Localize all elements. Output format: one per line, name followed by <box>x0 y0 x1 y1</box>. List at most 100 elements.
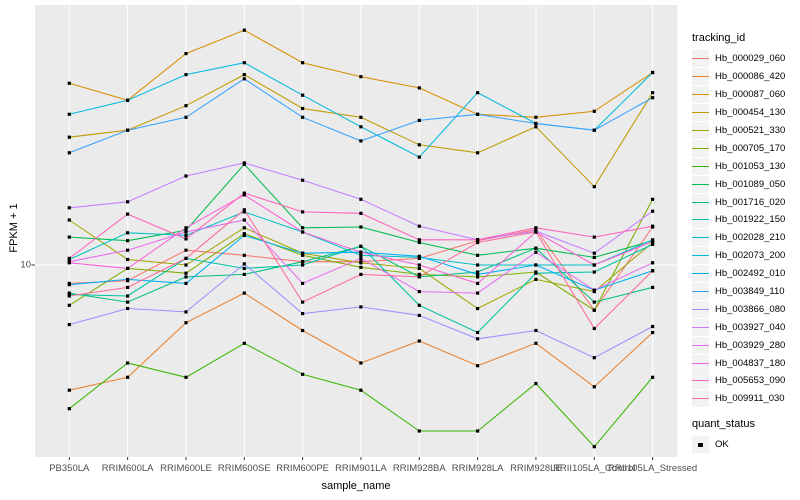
data-point-marker <box>359 75 363 79</box>
data-point-marker <box>184 233 188 237</box>
data-point-marker <box>242 73 246 77</box>
data-point-marker <box>476 306 480 311</box>
data-point-marker <box>301 106 305 111</box>
data-point-marker <box>592 300 596 304</box>
data-point-marker <box>67 388 71 392</box>
data-point-marker <box>476 263 480 267</box>
legend2-item-list: OK <box>692 436 798 454</box>
data-point-marker <box>476 91 480 95</box>
data-point-marker <box>359 253 363 257</box>
x-tick-label: RRIM600PE <box>276 463 329 474</box>
legend-item: Hb_000705_170 <box>692 139 798 157</box>
data-point-marker <box>242 272 246 276</box>
data-point-marker <box>651 240 655 244</box>
legend-item-label: Hb_002492_010 <box>715 268 786 280</box>
data-point-marker <box>67 303 71 307</box>
data-point-marker <box>359 125 363 129</box>
data-point-marker <box>417 303 421 307</box>
data-point-marker <box>592 445 596 449</box>
legend-item-label: Hb_002073_200 <box>715 250 786 262</box>
legend-key-line <box>692 211 709 229</box>
data-point-marker <box>534 115 538 119</box>
data-point-marker <box>126 128 130 132</box>
legend-item: Hb_003849_110 <box>692 283 798 301</box>
legend-item: Hb_001053_130 <box>692 157 798 175</box>
x-tick-label: RRIM928LE <box>510 463 562 474</box>
data-point-marker <box>592 109 596 113</box>
data-point-marker <box>242 262 246 266</box>
data-point-marker <box>126 306 130 311</box>
data-point-marker <box>242 191 246 195</box>
data-point-marker <box>184 248 188 252</box>
legend-item: Hb_001922_150 <box>692 211 798 229</box>
data-point-marker <box>476 240 480 245</box>
data-point-marker <box>359 388 363 392</box>
x-tick-label: RRIM600LA <box>102 463 154 474</box>
data-point-marker <box>417 429 421 433</box>
data-point-marker <box>592 270 596 274</box>
series-color-swatch <box>692 201 709 203</box>
series-color-swatch <box>692 94 709 96</box>
data-point-marker <box>126 375 130 379</box>
data-point-marker <box>359 265 363 269</box>
legend-key-line <box>692 193 709 211</box>
series-color-swatch <box>692 380 709 382</box>
data-point-marker <box>359 256 363 260</box>
legend-key-line <box>692 265 709 283</box>
data-point-marker <box>67 81 71 85</box>
x-tick-label: RRIM600SE <box>218 463 271 474</box>
series-color-swatch <box>692 237 709 239</box>
data-point-marker <box>184 226 188 230</box>
legend-key-line <box>692 318 709 336</box>
legend-item: Hb_003927_040 <box>692 318 798 336</box>
legend-item: Hb_001089_050 <box>692 175 798 193</box>
legend-key-line <box>692 390 709 408</box>
data-point-marker <box>126 257 130 262</box>
data-point-marker <box>417 238 421 242</box>
series-color-swatch <box>692 326 709 328</box>
data-point-marker <box>417 263 421 267</box>
data-point-marker <box>184 52 188 56</box>
data-point-marker <box>417 86 421 90</box>
data-point-marker <box>242 210 246 214</box>
data-point-marker <box>359 244 363 248</box>
legend-item-label: Hb_001922_150 <box>715 214 786 226</box>
data-point-marker <box>476 270 480 274</box>
data-point-marker <box>476 291 480 295</box>
data-point-marker <box>242 233 246 237</box>
data-point-marker <box>417 275 421 279</box>
legend-item: Hb_002492_010 <box>692 265 798 283</box>
data-point-marker <box>359 197 363 201</box>
legend-item: OK <box>692 436 798 454</box>
data-point-marker <box>651 375 655 379</box>
x-tick-label: RRIM928LA <box>452 463 504 474</box>
data-point-marker <box>301 230 305 234</box>
data-point-marker <box>242 28 246 32</box>
data-point-marker <box>242 77 246 81</box>
data-point-marker <box>651 96 655 100</box>
series-color-swatch <box>692 183 709 185</box>
data-point-marker <box>184 256 188 260</box>
data-point-marker <box>242 61 246 65</box>
legend-item-label: Hb_001089_050 <box>715 178 786 190</box>
data-point-marker <box>417 224 421 228</box>
data-point-marker <box>184 310 188 314</box>
data-point-marker <box>126 300 130 304</box>
data-point-marker <box>534 381 538 386</box>
data-point-marker <box>476 253 480 257</box>
data-point-marker <box>417 240 421 245</box>
data-point-marker <box>417 118 421 122</box>
legend-item: Hb_003866_080 <box>692 300 798 318</box>
legend-title-tracking-id: tracking_id <box>692 32 746 44</box>
data-point-marker <box>651 324 655 329</box>
data-point-marker <box>592 308 596 312</box>
series-color-swatch <box>692 362 709 364</box>
data-point-marker <box>184 237 188 241</box>
legend-item: Hb_000454_130 <box>692 104 798 122</box>
data-point-marker <box>301 372 305 376</box>
data-point-marker <box>651 285 655 289</box>
data-point-marker <box>242 341 246 345</box>
data-point-marker <box>184 271 188 275</box>
data-point-marker <box>67 235 71 239</box>
data-point-marker <box>67 112 71 116</box>
